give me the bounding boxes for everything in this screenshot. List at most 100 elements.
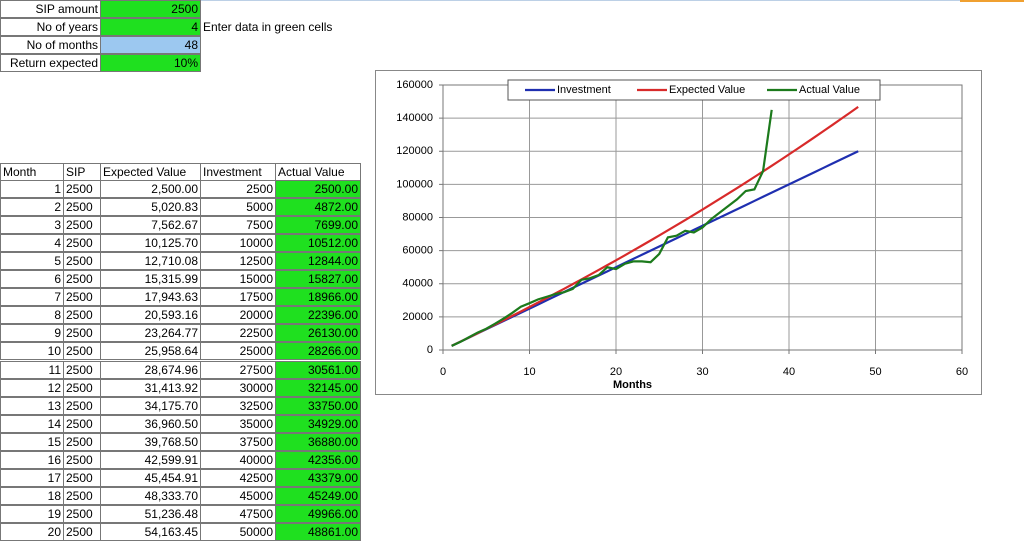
table-cell: 7,562.67 — [100, 216, 201, 235]
table-cell: 39,768.50 — [100, 432, 201, 451]
top-border — [0, 0, 1024, 1]
table-cell: 2500 — [63, 432, 101, 451]
table-cell: 2,500.00 — [100, 180, 201, 198]
table-cell: 19 — [0, 504, 64, 523]
table-cell: 10 — [0, 342, 64, 361]
table-cell: 12 — [0, 378, 64, 397]
table-cell: 2500 — [63, 180, 101, 198]
input-label: No of months — [0, 36, 101, 54]
table-cell: 11 — [0, 360, 64, 379]
table-cell: 34929.00 — [275, 414, 361, 433]
table-cell: 15827.00 — [275, 270, 361, 289]
table-cell: 14 — [0, 414, 64, 433]
table-cell: 2500 — [63, 252, 101, 271]
table-cell: 2500 — [63, 234, 101, 253]
input-value: 10% — [100, 54, 201, 72]
table-cell: 25000 — [200, 342, 276, 361]
x-axis-title: Months — [613, 379, 652, 391]
table-cell: 12500 — [200, 252, 276, 271]
x-tick-label: 50 — [869, 366, 881, 378]
table-cell: 2500 — [63, 450, 101, 469]
input-value: 2500 — [100, 0, 201, 18]
input-label: No of years — [0, 18, 101, 36]
table-header: Actual Value — [275, 163, 361, 181]
table-cell: 20000 — [200, 306, 276, 325]
table-cell: 18966.00 — [275, 288, 361, 307]
table-cell: 49966.00 — [275, 504, 361, 523]
y-tick-label: 60000 — [402, 245, 433, 257]
table-cell: 48,333.70 — [100, 486, 201, 505]
legend-label: Investment — [557, 84, 611, 96]
table-cell: 4872.00 — [275, 198, 361, 217]
table-cell: 37500 — [200, 432, 276, 451]
series-line — [451, 105, 859, 347]
table-cell: 8 — [0, 306, 64, 325]
table-cell: 3 — [0, 216, 64, 235]
table-cell: 10,125.70 — [100, 234, 201, 253]
table-cell: 40000 — [200, 450, 276, 469]
table-cell: 42500 — [200, 468, 276, 487]
legend-label: Actual Value — [799, 84, 860, 96]
table-cell: 45000 — [200, 486, 276, 505]
series-line — [451, 109, 773, 347]
table-cell: 22396.00 — [275, 306, 361, 325]
table-header: Month — [0, 163, 64, 181]
legend-label: Expected Value — [669, 84, 745, 96]
table-cell: 15,315.99 — [100, 270, 201, 289]
table-cell: 16 — [0, 450, 64, 469]
table-cell: 2500 — [63, 360, 101, 379]
table-cell: 36,960.50 — [100, 414, 201, 433]
table-cell: 32500 — [200, 396, 276, 415]
table-cell: 31,413.92 — [100, 378, 201, 397]
table-header: Investment — [200, 163, 276, 181]
table-header: SIP — [63, 163, 101, 181]
table-cell: 2 — [0, 198, 64, 217]
table-cell: 22500 — [200, 324, 276, 343]
table-cell: 2500 — [63, 486, 101, 505]
note: Enter data in green cells — [203, 20, 333, 34]
y-tick-label: 0 — [427, 344, 433, 356]
table-cell: 2500 — [63, 504, 101, 523]
x-tick-label: 10 — [523, 366, 535, 378]
table-cell: 2500 — [63, 270, 101, 289]
x-tick-label: 20 — [610, 366, 622, 378]
table-cell: 36880.00 — [275, 432, 361, 451]
table-cell: 15000 — [200, 270, 276, 289]
input-label: Return expected — [0, 54, 101, 72]
table-cell: 30000 — [200, 378, 276, 397]
table-cell: 54,163.45 — [100, 522, 201, 541]
table-cell: 10512.00 — [275, 234, 361, 253]
table-cell: 51,236.48 — [100, 504, 201, 523]
table-cell: 5000 — [200, 198, 276, 217]
x-tick-label: 0 — [440, 366, 446, 378]
y-tick-label: 120000 — [396, 145, 433, 157]
table-cell: 2500 — [63, 216, 101, 235]
input-value: 4 — [100, 18, 201, 36]
y-tick-label: 80000 — [402, 211, 433, 223]
table-cell: 25,958.64 — [100, 342, 201, 361]
table-cell: 7699.00 — [275, 216, 361, 235]
table-cell: 28266.00 — [275, 342, 361, 361]
table-cell: 43379.00 — [275, 468, 361, 487]
chart-frame — [375, 70, 982, 395]
table-cell: 2500 — [63, 468, 101, 487]
table-cell: 50000 — [200, 522, 276, 541]
table-cell: 27500 — [200, 360, 276, 379]
table-cell: 2500 — [63, 414, 101, 433]
table-cell: 26130.00 — [275, 324, 361, 343]
table-cell: 5,020.83 — [100, 198, 201, 217]
table-cell: 2500 — [63, 306, 101, 325]
table-cell: 2500 — [63, 288, 101, 307]
table-cell: 5 — [0, 252, 64, 271]
table-cell: 7500 — [200, 216, 276, 235]
table-header: Expected Value — [100, 163, 201, 181]
x-tick-label: 40 — [783, 366, 795, 378]
table-cell: 32145.00 — [275, 378, 361, 397]
table-cell: 13 — [0, 396, 64, 415]
legend-box — [507, 79, 881, 101]
table-cell: 34,175.70 — [100, 396, 201, 415]
table-cell: 35000 — [200, 414, 276, 433]
table-cell: 42,599.91 — [100, 450, 201, 469]
table-cell: 2500 — [63, 342, 101, 361]
